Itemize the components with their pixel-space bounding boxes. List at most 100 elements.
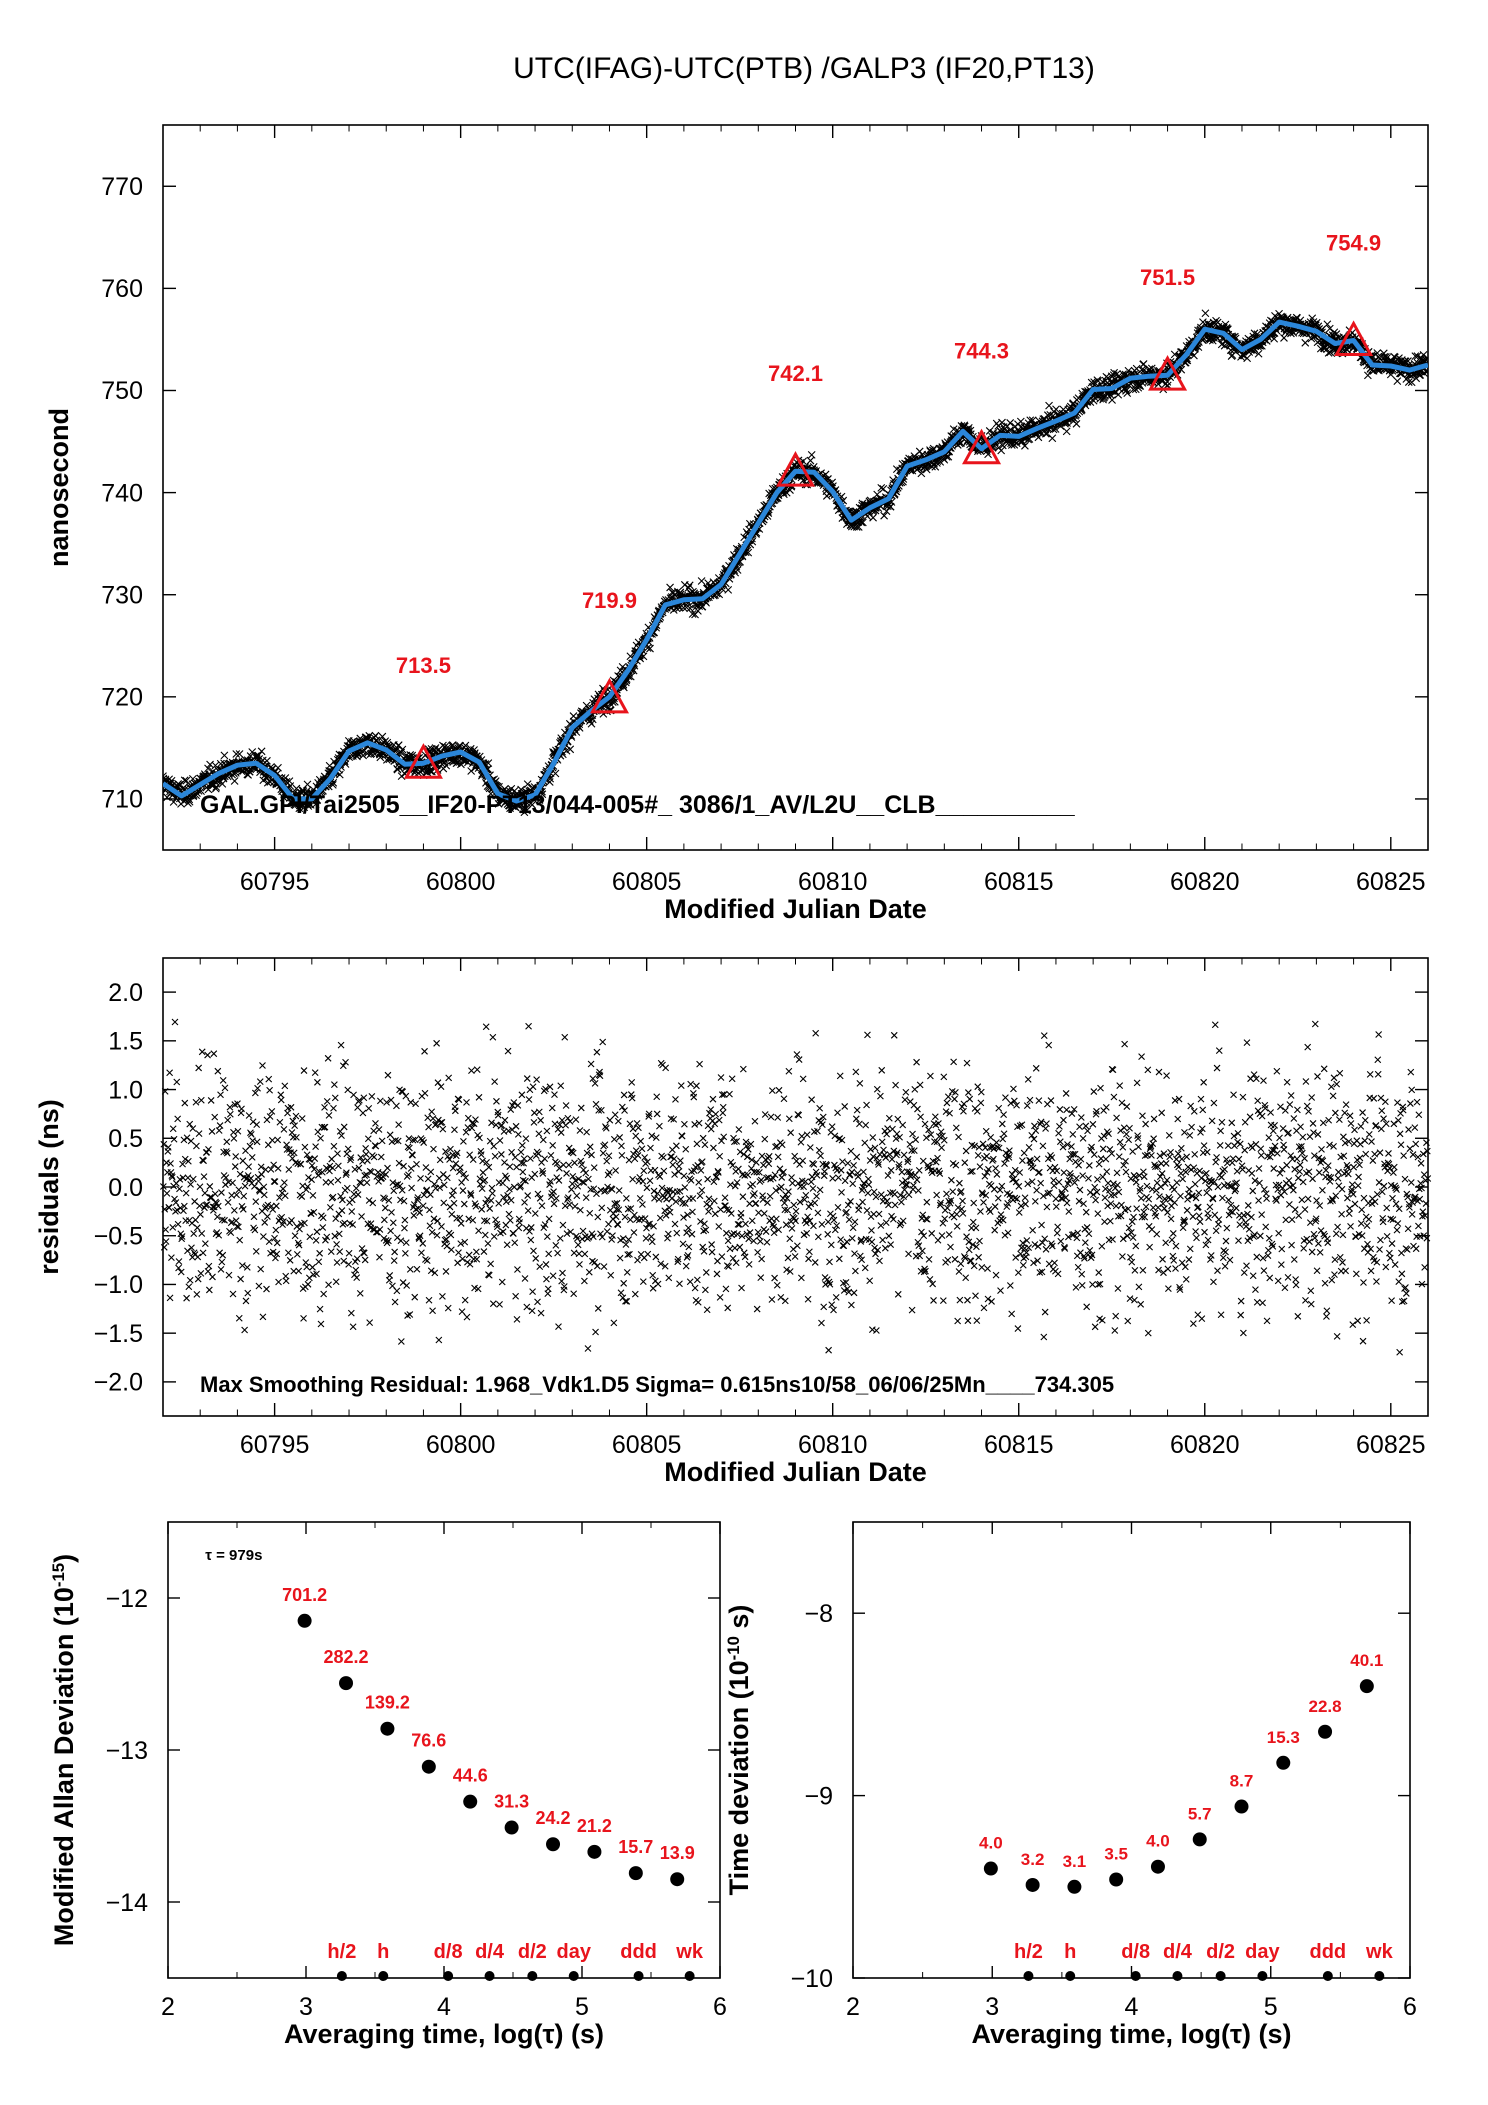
residual-point	[403, 1282, 411, 1289]
residual-point	[844, 1159, 852, 1167]
residual-point	[175, 1258, 183, 1265]
residual-point	[582, 1194, 590, 1202]
residual-point	[722, 1229, 730, 1237]
residual-point	[594, 1305, 602, 1312]
residual-point	[774, 1153, 782, 1161]
residual-point	[218, 1258, 226, 1266]
residual-point	[586, 1209, 594, 1217]
residual-point	[425, 1296, 433, 1304]
residual-point	[594, 1213, 602, 1221]
residual-point	[865, 1181, 873, 1189]
residual-point	[685, 1243, 693, 1251]
raw-point	[626, 672, 635, 681]
residual-point	[376, 1226, 384, 1233]
residual-point	[472, 1248, 480, 1256]
residual-point	[344, 1086, 352, 1094]
residual-point	[183, 1294, 190, 1302]
raw-point	[188, 774, 197, 783]
residual-point	[526, 1155, 534, 1162]
residual-point	[401, 1250, 409, 1257]
residual-point	[332, 1278, 340, 1286]
residual-point	[314, 1078, 321, 1086]
residual-point	[850, 1162, 858, 1169]
residual-point	[421, 1047, 428, 1055]
residual-point	[715, 1223, 723, 1230]
residual-point	[750, 1237, 757, 1245]
residual-point	[527, 1236, 535, 1244]
residual-point	[652, 1253, 660, 1261]
residual-point	[773, 1281, 781, 1289]
residual-point	[693, 1140, 701, 1148]
residual-point	[407, 1098, 415, 1106]
residual-point	[660, 1167, 668, 1175]
residual-point	[894, 1290, 902, 1298]
residual-point	[498, 1278, 506, 1286]
residual-point	[340, 1257, 348, 1265]
residual-point	[791, 1253, 799, 1260]
residual-point	[204, 1267, 212, 1275]
raw-point	[1041, 429, 1050, 438]
residual-point	[181, 1099, 189, 1107]
residual-point	[236, 1170, 244, 1178]
residual-point	[167, 1160, 174, 1167]
residual-point	[440, 1199, 448, 1207]
residual-point	[462, 1128, 470, 1136]
residual-point	[814, 1209, 822, 1217]
residual-point	[162, 1238, 170, 1245]
residual-point	[504, 1047, 512, 1055]
residual-point	[679, 1240, 687, 1248]
residual-point	[571, 1159, 578, 1167]
residual-point	[713, 1270, 721, 1278]
residual-point	[550, 1200, 558, 1208]
residual-point	[194, 1253, 202, 1261]
residual-point	[391, 1248, 399, 1256]
residual-point	[259, 1062, 266, 1069]
residual-point	[735, 1126, 743, 1133]
residual-point	[512, 1122, 520, 1130]
residual-point	[545, 1215, 553, 1223]
residual-point	[715, 1116, 723, 1124]
residual-point	[620, 1091, 628, 1099]
residual-point	[503, 1174, 511, 1182]
residual-point	[598, 1204, 606, 1212]
y-tick-label: 750	[101, 377, 143, 405]
residual-point	[802, 1191, 810, 1199]
residual-point	[690, 1093, 698, 1101]
x-tick-label: 60825	[1356, 1431, 1426, 1459]
residual-point	[628, 1079, 636, 1086]
residual-point	[785, 1188, 792, 1195]
raw-point	[1021, 441, 1029, 450]
residual-point	[836, 1072, 844, 1080]
raw-point	[877, 483, 886, 492]
residual-point	[211, 1190, 219, 1198]
residual-point	[319, 1214, 327, 1222]
residual-point	[761, 1135, 769, 1143]
raw-point	[1393, 377, 1402, 385]
residual-point	[328, 1155, 336, 1163]
residual-point	[402, 1239, 410, 1247]
y-tick-label: 710	[101, 786, 143, 814]
residual-point	[496, 1300, 503, 1308]
residual-point	[353, 1274, 361, 1281]
x-tick-label: 60815	[984, 868, 1054, 896]
residual-point	[554, 1249, 561, 1257]
raw-point	[212, 783, 221, 791]
residual-point	[205, 1262, 213, 1270]
residual-point	[906, 1140, 914, 1148]
residual-point	[586, 1143, 594, 1151]
residual-point	[384, 1164, 391, 1172]
residual-point	[518, 1142, 526, 1149]
residual-point	[629, 1175, 637, 1183]
residual-point	[459, 1255, 466, 1263]
residual-point	[524, 1192, 532, 1199]
residual-point	[187, 1137, 195, 1145]
residual-point	[211, 1113, 219, 1121]
residual-point	[366, 1319, 374, 1327]
residual-point	[517, 1148, 525, 1156]
residual-point	[590, 1164, 598, 1172]
residual-point	[324, 1054, 332, 1062]
residual-point	[665, 1274, 673, 1282]
residual-point	[513, 1315, 521, 1323]
residual-point	[266, 1113, 274, 1120]
residual-point	[759, 1196, 767, 1203]
